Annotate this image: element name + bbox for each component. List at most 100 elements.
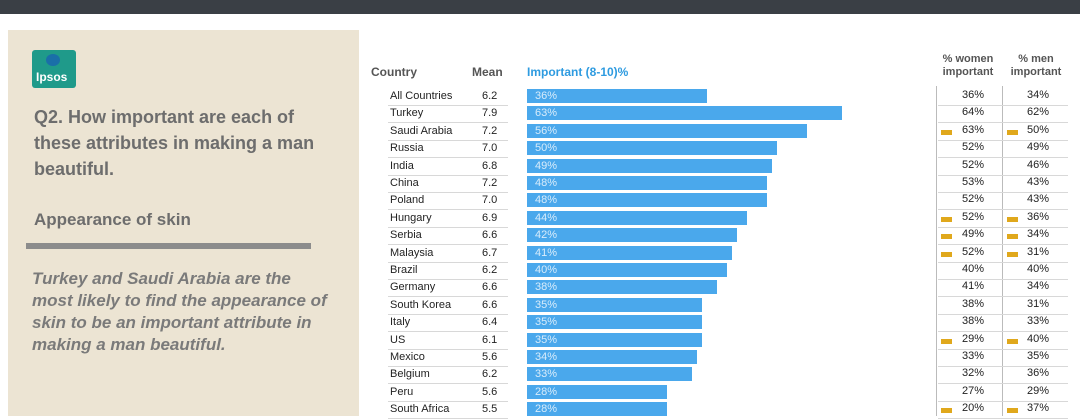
mean-value: 5.6	[482, 385, 498, 398]
bar	[527, 123, 807, 138]
country-label: Mexico	[390, 351, 425, 363]
bar-value-label: 48%	[535, 177, 558, 189]
header-women: % women important	[942, 53, 994, 78]
row-divider	[938, 331, 1068, 333]
bar-value-label: 56%	[535, 124, 558, 137]
country-label: Hungary	[390, 211, 432, 224]
row-divider	[938, 174, 1068, 176]
row-divider	[938, 209, 1068, 211]
ipsos-logo: Ipsos	[32, 50, 76, 88]
row-divider	[388, 209, 508, 211]
row-divider	[388, 105, 508, 106]
mean-value: 5.5	[482, 403, 498, 416]
women-value: 52%	[961, 141, 984, 154]
men-value: 62%	[1026, 106, 1049, 119]
mean-value: 7.2	[482, 124, 498, 137]
highlight-marker	[1007, 234, 1018, 240]
mean-value: 6.2	[482, 90, 498, 102]
attribute-heading: Appearance of skin	[34, 210, 191, 229]
mean-value: 6.8	[482, 159, 498, 172]
row-divider	[938, 139, 1068, 141]
row-divider	[388, 348, 508, 350]
mean-value: 6.4	[482, 316, 498, 329]
mean-value: 7.0	[482, 142, 498, 155]
bar	[527, 367, 692, 382]
country-label: Saudi Arabia	[390, 124, 453, 137]
row-divider	[388, 313, 508, 315]
men-value: 33%	[1026, 315, 1049, 328]
bar-value-label: 41%	[535, 246, 558, 259]
row-divider	[388, 174, 508, 176]
bar	[527, 263, 727, 277]
bar-value-label: 63%	[535, 107, 558, 120]
men-value: 36%	[1026, 210, 1049, 223]
bar-value-label: 50%	[535, 142, 558, 155]
highlight-marker	[1007, 129, 1018, 135]
mean-value: 6.2	[482, 264, 498, 276]
country-label: Peru	[390, 385, 414, 398]
country-label: Belgium	[390, 368, 430, 381]
row-divider	[938, 261, 1068, 263]
row-divider	[388, 139, 508, 141]
men-value: 40%	[1026, 332, 1049, 345]
header-men: % men important	[1010, 53, 1062, 78]
highlight-marker	[941, 216, 952, 222]
women-value: 52%	[961, 245, 984, 258]
men-value: 46%	[1026, 158, 1049, 171]
country-label: Russia	[390, 142, 424, 155]
highlight-marker	[1007, 408, 1018, 414]
mean-value: 6.7	[482, 246, 498, 259]
mean-value: 6.1	[482, 333, 498, 346]
women-value: 29%	[961, 332, 984, 345]
country-label: South Korea	[390, 298, 452, 311]
men-value: 35%	[1026, 350, 1049, 362]
bar	[527, 332, 702, 347]
row-divider	[938, 226, 1068, 228]
bar	[527, 315, 702, 330]
row-divider	[388, 279, 508, 280]
women-value: 52%	[961, 210, 984, 223]
highlight-marker	[941, 338, 952, 344]
mean-value: 6.6	[482, 229, 498, 242]
row-divider	[938, 366, 1068, 367]
bar	[527, 158, 772, 173]
bar	[527, 210, 747, 225]
row-divider	[388, 244, 508, 246]
women-value: 49%	[961, 228, 984, 241]
row-divider	[388, 366, 508, 367]
bar-value-label: 48%	[535, 194, 558, 207]
women-value: 53%	[961, 176, 984, 188]
left-panel: Ipsos Q2. How important are each of thes…	[8, 30, 359, 416]
mean-value: 7.9	[482, 107, 498, 120]
highlight-marker	[941, 234, 952, 240]
women-value: 36%	[961, 89, 984, 101]
row-divider	[938, 157, 1068, 159]
bar	[527, 245, 732, 260]
bar-value-label: 40%	[535, 264, 558, 276]
insight-text: Turkey and Saudi Arabia are the most lik…	[32, 269, 327, 354]
row-divider	[388, 296, 508, 298]
women-value: 38%	[961, 297, 984, 310]
country-label: Turkey	[390, 107, 424, 120]
women-value: 52%	[961, 158, 984, 171]
women-value: 64%	[961, 106, 984, 119]
highlight-marker	[941, 251, 952, 257]
bar-value-label: 34%	[535, 351, 558, 363]
country-label: Brazil	[390, 264, 418, 276]
row-divider	[388, 261, 508, 263]
bar-value-label: 35%	[535, 333, 558, 346]
country-label: Poland	[390, 194, 425, 207]
mean-value: 6.2	[482, 368, 498, 381]
women-value: 20%	[961, 402, 984, 415]
bar-value-label: 38%	[535, 281, 558, 294]
bar	[527, 384, 667, 399]
country-label: All Countries	[390, 90, 453, 102]
country-label: India	[390, 159, 414, 172]
country-label: Malaysia	[390, 246, 434, 259]
column-divider-men	[1002, 86, 1003, 416]
bar	[527, 141, 777, 156]
top-bar	[0, 0, 1080, 14]
row-divider	[938, 244, 1068, 246]
bar	[527, 280, 717, 295]
men-value: 37%	[1026, 402, 1049, 415]
